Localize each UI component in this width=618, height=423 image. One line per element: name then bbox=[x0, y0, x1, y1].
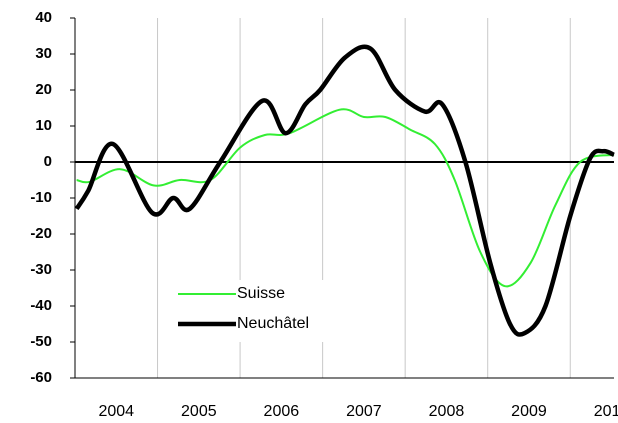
y-tick-label: 30 bbox=[35, 45, 52, 62]
y-tick-label: -10 bbox=[30, 189, 52, 206]
series-line bbox=[74, 44, 615, 337]
legend-label: Neuchâtel bbox=[237, 315, 309, 332]
legend-box bbox=[170, 280, 342, 342]
legend-label: Suisse bbox=[237, 285, 285, 302]
y-tick-label: 0 bbox=[44, 153, 52, 170]
x-tick-label: 2007 bbox=[346, 403, 382, 420]
y-tick-label: 20 bbox=[35, 81, 52, 98]
y-tick-label: -30 bbox=[30, 261, 52, 278]
x-tick-label: 2004 bbox=[98, 403, 134, 420]
y-tick-label: -40 bbox=[30, 297, 52, 314]
y-tick-label: 40 bbox=[35, 9, 52, 26]
y-tick-label: 10 bbox=[35, 117, 52, 134]
series-line bbox=[76, 108, 615, 288]
y-tick-label: -20 bbox=[30, 225, 52, 242]
y-tick-label: -50 bbox=[30, 333, 52, 350]
x-tick-label: 2008 bbox=[429, 403, 465, 420]
x-tick-label: 2009 bbox=[511, 403, 547, 420]
x-tick-label: 2010 bbox=[594, 403, 618, 420]
y-tick-label: -60 bbox=[30, 369, 52, 386]
x-tick-label: 2006 bbox=[264, 403, 300, 420]
x-tick-label: 2005 bbox=[181, 403, 217, 420]
